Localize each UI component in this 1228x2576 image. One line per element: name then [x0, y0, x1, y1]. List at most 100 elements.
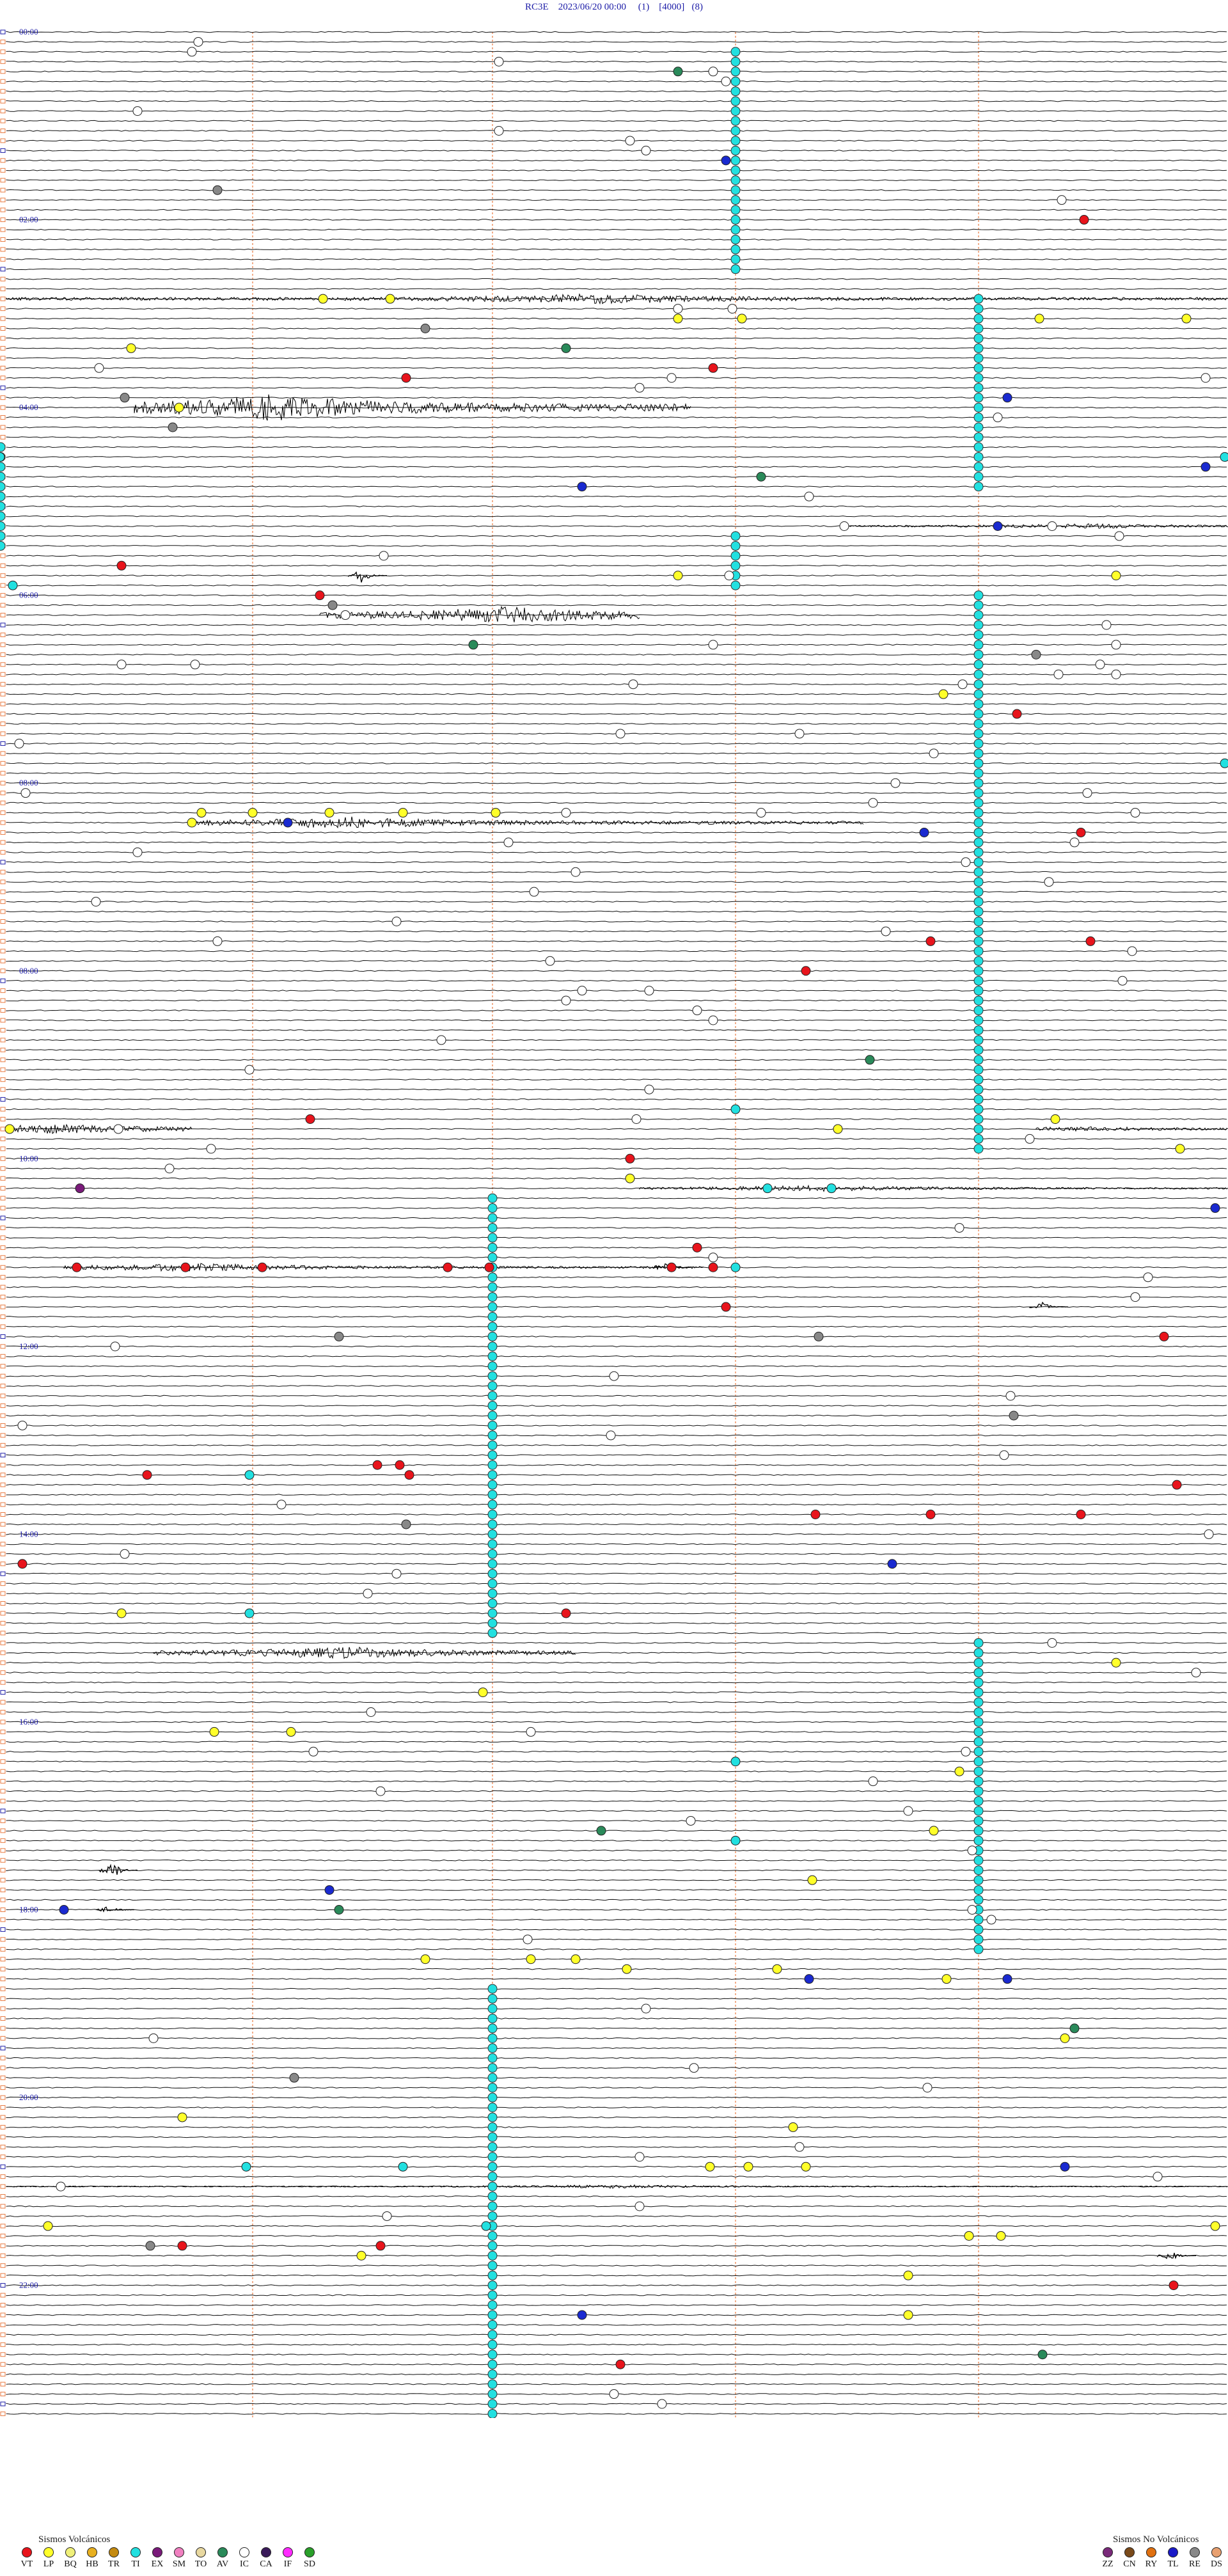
event-marker: [801, 966, 811, 976]
trace-marker: [0, 622, 6, 628]
trace-marker: [0, 800, 6, 805]
tremor-marker: [487, 2013, 498, 2023]
trace-line: [6, 475, 1227, 478]
tremor-marker: [973, 1796, 984, 1806]
legend-item: DS: [1206, 2547, 1227, 2570]
legend-swatch: [261, 2547, 271, 2557]
trace-line: [6, 1306, 1227, 1308]
volcanic-legend-title: Sismos Volcánicos: [38, 2534, 111, 2545]
trace-marker: [0, 791, 6, 796]
event-marker: [730, 1104, 741, 1114]
event-spike: [95, 1906, 134, 1913]
tremor-marker: [730, 145, 741, 155]
event-marker: [922, 2083, 933, 2093]
trace-marker: [0, 109, 6, 114]
chart-flag-1: (1): [638, 2, 650, 12]
event-marker: [289, 2073, 299, 2083]
trace-marker: [0, 39, 6, 44]
trace-line: [6, 317, 1227, 320]
tremor-marker: [0, 491, 6, 502]
trace-marker: [0, 2322, 6, 2327]
trace-line: [6, 1810, 1227, 1812]
trace-marker: [0, 1611, 6, 1616]
time-label: 00:00: [19, 27, 38, 36]
trace-line: [6, 1138, 1227, 1140]
trace-line: [6, 199, 1227, 201]
tremor-marker: [973, 897, 984, 907]
trace-line: [6, 1454, 1227, 1457]
trace-marker: [0, 1660, 6, 1665]
event-marker: [244, 1470, 255, 1480]
tremor-marker: [973, 857, 984, 867]
trace-line: [6, 1434, 1227, 1437]
trace-line: [6, 1948, 1227, 1950]
trace-marker: [0, 2362, 6, 2367]
trace-marker: [0, 1670, 6, 1675]
trace-line: [6, 2076, 1227, 2079]
trace-marker: [0, 1126, 6, 1132]
time-label: 18:00: [19, 1905, 38, 1915]
tremor-marker: [973, 590, 984, 601]
trace-line: [6, 446, 1227, 448]
trace-line: [6, 881, 1227, 883]
tremor-marker: [487, 1618, 498, 1628]
trace-line: [6, 555, 1227, 557]
tremor-marker: [973, 1895, 984, 1905]
trace-line: [6, 1049, 1227, 1051]
event-marker: [692, 1006, 702, 1016]
tremor-burst: [63, 1263, 704, 1272]
tremor-marker: [973, 1727, 984, 1737]
event-marker: [929, 1826, 939, 1836]
tremor-marker: [487, 2389, 498, 2399]
tremor-burst: [6, 2184, 1228, 2189]
event-marker: [120, 393, 130, 403]
event-marker: [1057, 195, 1067, 205]
event-marker: [561, 808, 571, 818]
trace-marker: [0, 603, 6, 608]
tremor-burst: [191, 816, 864, 829]
trace-line: [6, 1553, 1227, 1555]
trace-line: [6, 990, 1227, 992]
trace-marker: [0, 2263, 6, 2268]
legend-label: CA: [260, 2559, 272, 2569]
trace-line: [6, 1325, 1227, 1328]
trace-marker: [0, 1522, 6, 1527]
event-marker: [193, 36, 203, 47]
trace-marker: [0, 247, 6, 252]
event-marker: [1175, 1144, 1185, 1154]
trace-marker: [0, 1512, 6, 1517]
event-marker: [1085, 936, 1096, 946]
tremor-marker: [0, 482, 6, 492]
trace-marker: [0, 1433, 6, 1438]
trace-line: [6, 1938, 1227, 1941]
trace-line: [6, 426, 1227, 429]
tremor-marker: [973, 1648, 984, 1658]
tremor-marker: [973, 610, 984, 620]
tremor-marker: [973, 1045, 984, 1055]
trace-line: [6, 278, 1227, 280]
trace-marker: [0, 1442, 6, 1448]
event-marker: [804, 1974, 814, 1984]
legend-swatch: [22, 2547, 32, 2557]
event-marker: [132, 847, 143, 857]
trace-marker: [0, 1492, 6, 1497]
trace-marker: [0, 49, 6, 54]
trace-marker: [0, 1848, 6, 1853]
event-marker: [120, 1549, 130, 1559]
trace-marker: [0, 1265, 6, 1270]
time-label: 20:00: [19, 2092, 38, 2102]
tremor-marker: [0, 521, 6, 531]
trace-line: [6, 1869, 1227, 1872]
trace-marker: [0, 1947, 6, 1952]
event-marker: [187, 818, 197, 828]
trace-line: [6, 1167, 1227, 1170]
trace-line: [6, 2205, 1227, 2208]
trace-line: [6, 2027, 1227, 2030]
tremor-marker: [487, 2132, 498, 2142]
trace-line: [6, 2343, 1227, 2346]
trace-line: [6, 139, 1227, 142]
tremor-marker: [487, 1470, 498, 1480]
event-marker: [814, 1331, 824, 1341]
event-marker: [571, 1954, 581, 1964]
trace-line: [6, 1681, 1227, 1684]
